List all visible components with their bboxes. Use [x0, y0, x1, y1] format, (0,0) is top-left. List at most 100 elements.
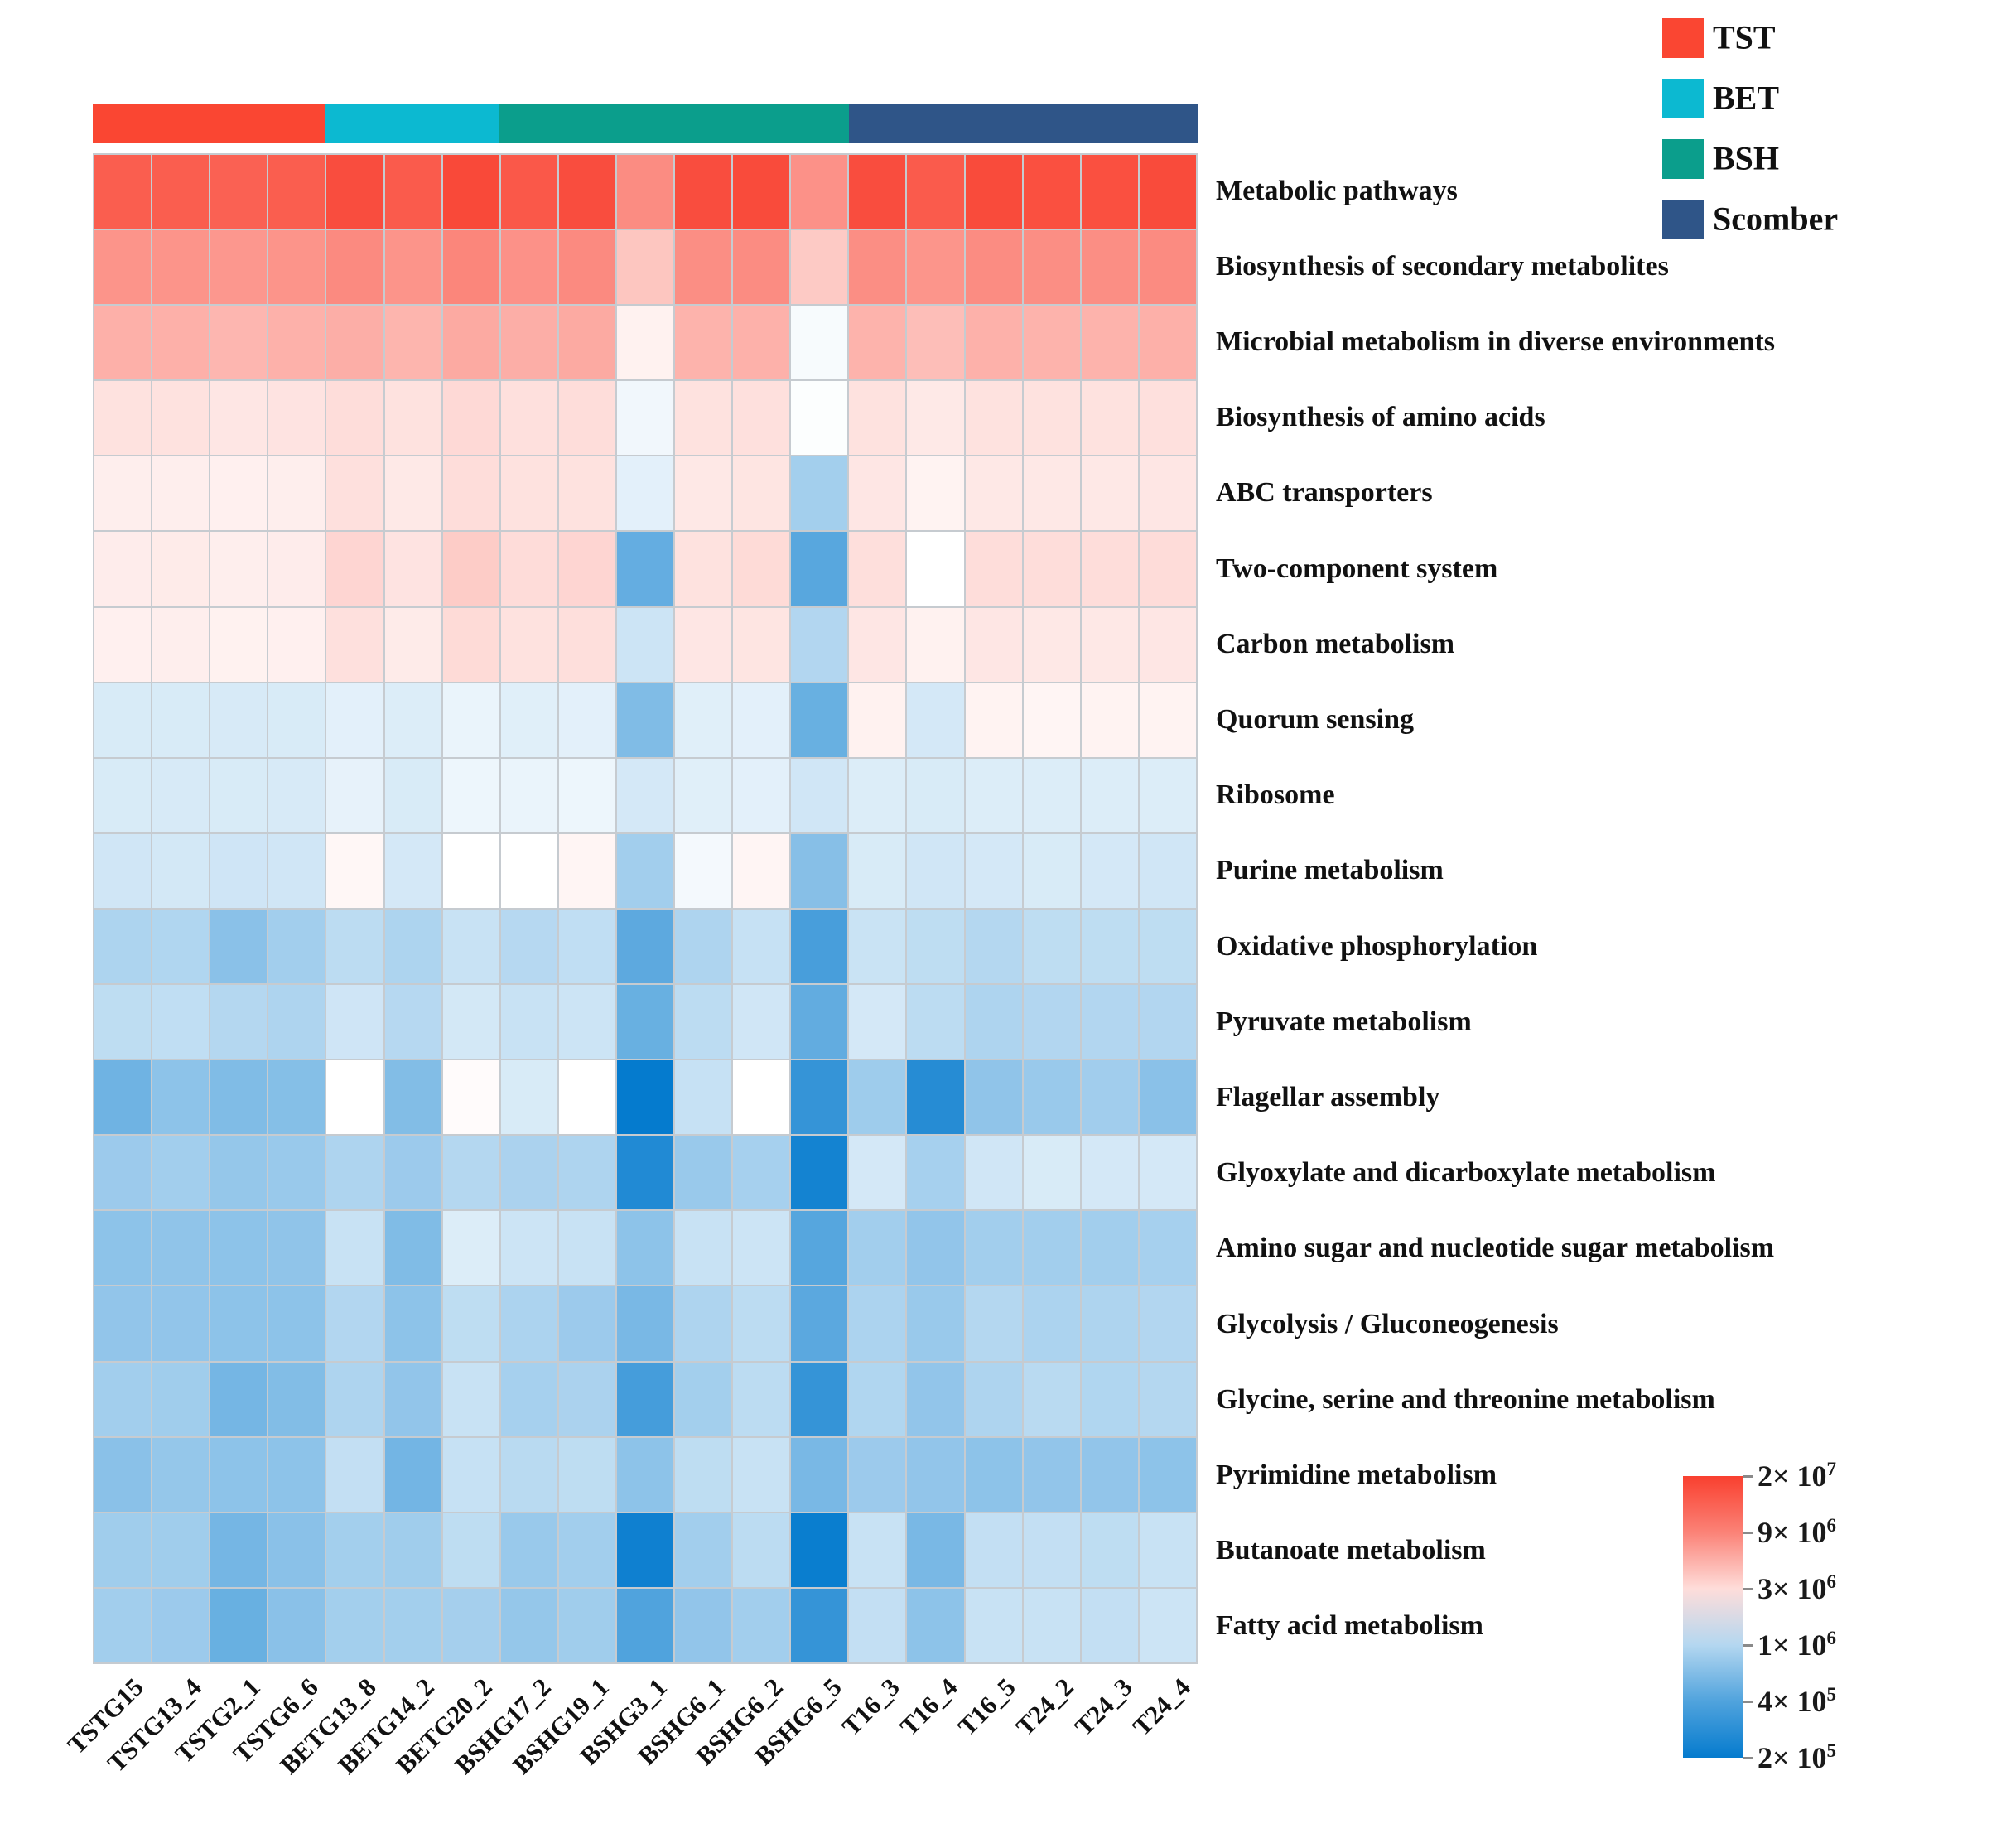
heatmap-cell	[1023, 381, 1080, 456]
heatmap-cell	[1023, 833, 1080, 908]
row-label: Amino sugar and nucleotide sugar metabol…	[1216, 1233, 1775, 1264]
heatmap-cell	[152, 758, 210, 832]
heatmap-cell	[1081, 1286, 1138, 1361]
heatmap-cell	[500, 306, 557, 380]
heatmap-cell	[268, 833, 325, 908]
heatmap-cell	[1139, 532, 1196, 606]
heatmap-cell	[152, 306, 210, 380]
heatmap-cell	[907, 381, 964, 456]
heatmap-cell	[500, 1136, 557, 1210]
heatmap-cell	[442, 1362, 499, 1436]
heatmap-cell	[849, 1513, 906, 1587]
heatmap-cell	[1023, 155, 1080, 229]
heatmap-cell	[616, 1513, 674, 1587]
heatmap-cell	[384, 1437, 441, 1512]
heatmap-cell	[1139, 1588, 1196, 1662]
row-label: Carbon metabolism	[1216, 628, 1455, 659]
heatmap-cell	[1139, 1362, 1196, 1436]
heatmap-cell	[907, 683, 964, 757]
heatmap-cell	[384, 1060, 441, 1135]
heatmap-cell	[558, 1362, 615, 1436]
row-label: ABC transporters	[1216, 477, 1433, 509]
heatmap-cell	[965, 909, 1022, 984]
heatmap-cell	[94, 607, 152, 682]
heatmap-cell	[268, 1513, 325, 1587]
heatmap-cell	[1023, 1588, 1080, 1662]
heatmap-cell	[1139, 1136, 1196, 1210]
heatmap-cell	[500, 909, 557, 984]
row-label: Biosynthesis of secondary metabolites	[1216, 250, 1669, 282]
heatmap-cell	[733, 155, 790, 229]
heatmap-cell	[1081, 1362, 1138, 1436]
heatmap-cell	[152, 985, 210, 1059]
heatmap-cell	[907, 1437, 964, 1512]
colorbar-tick-mark	[1743, 1644, 1753, 1647]
heatmap-cell	[791, 1286, 848, 1361]
heatmap-cell	[558, 1437, 615, 1512]
heatmap-cell	[210, 1211, 268, 1286]
heatmap-cell	[1139, 1060, 1196, 1135]
heatmap-cell	[1139, 1437, 1196, 1512]
heatmap-cell	[675, 1588, 732, 1662]
heatmap-cell	[1081, 833, 1138, 908]
group-annotation-bar	[93, 104, 1198, 143]
heatmap-cell	[500, 1286, 557, 1361]
heatmap-cell	[849, 532, 906, 606]
heatmap-cell	[94, 1136, 152, 1210]
heatmap-cell	[558, 1286, 615, 1361]
heatmap-cell	[384, 532, 441, 606]
heatmap-cell	[965, 758, 1022, 832]
heatmap-cell	[558, 985, 615, 1059]
heatmap-cell	[1139, 833, 1196, 908]
heatmap-cell	[907, 758, 964, 832]
heatmap-cell	[268, 1362, 325, 1436]
heatmap-cell	[94, 155, 152, 229]
heatmap-cell	[442, 607, 499, 682]
heatmap-cell	[210, 607, 268, 682]
heatmap-cell	[1023, 230, 1080, 305]
heatmap-cell	[791, 532, 848, 606]
heatmap-cell	[849, 833, 906, 908]
heatmap-cell	[733, 1437, 790, 1512]
heatmap-cell	[384, 985, 441, 1059]
heatmap-cell	[1081, 758, 1138, 832]
heatmap-cell	[94, 306, 152, 380]
heatmap-cell	[152, 155, 210, 229]
heatmap-cell	[210, 1136, 268, 1210]
heatmap-cell	[733, 456, 790, 531]
legend-label: BET	[1713, 79, 1780, 117]
heatmap-cell	[152, 607, 210, 682]
heatmap-cell	[616, 532, 674, 606]
heatmap-cell	[849, 306, 906, 380]
heatmap-cell	[152, 1513, 210, 1587]
heatmap-cell	[965, 1362, 1022, 1436]
heatmap-cell	[791, 1362, 848, 1436]
legend-label: BSH	[1713, 139, 1780, 177]
heatmap-cell	[268, 155, 325, 229]
heatmap-cell	[965, 230, 1022, 305]
heatmap-cell	[442, 1211, 499, 1286]
heatmap-cell	[500, 456, 557, 531]
heatmap-cell	[558, 1136, 615, 1210]
heatmap-cell	[791, 1588, 848, 1662]
heatmap-cell	[1023, 1136, 1080, 1210]
heatmap-cell	[1139, 985, 1196, 1059]
heatmap-cell	[616, 607, 674, 682]
heatmap-cell	[326, 1286, 383, 1361]
heatmap-cell	[558, 306, 615, 380]
heatmap-cell	[1081, 1211, 1138, 1286]
row-label: Pyrimidine metabolism	[1216, 1459, 1497, 1490]
heatmap-cell	[907, 1286, 964, 1361]
heatmap-cell	[675, 607, 732, 682]
heatmap-cell	[733, 1286, 790, 1361]
heatmap-cell	[500, 607, 557, 682]
heatmap-cell	[907, 1362, 964, 1436]
heatmap-cell	[210, 758, 268, 832]
heatmap-cell	[1139, 381, 1196, 456]
heatmap-cell	[1081, 456, 1138, 531]
heatmap-cell	[616, 306, 674, 380]
heatmap-cell	[1139, 1513, 1196, 1587]
heatmap-cell	[616, 833, 674, 908]
heatmap-cell	[94, 381, 152, 456]
